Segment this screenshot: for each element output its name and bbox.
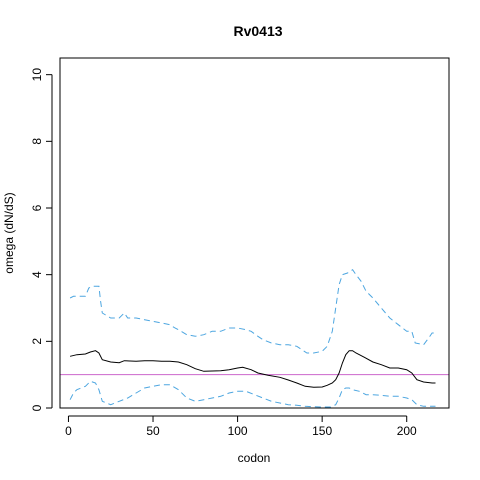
upper-series-line [69,269,436,354]
x-axis-label: codon [238,451,271,465]
plot-frame [59,57,450,409]
plot-area [60,269,449,408]
x-tick-label: 200 [397,424,417,438]
y-tick-label: 2 [30,338,44,345]
axes: 0 50 100 150 200 0 2 4 6 8 10 [30,68,417,438]
y-tick-label: 4 [30,271,44,278]
y-axis-label: omega (dN/dS) [2,192,16,273]
x-tick-label: 150 [312,424,332,438]
x-tick-label: 100 [228,424,248,438]
y-tick-label: 0 [30,404,44,411]
y-tick-label: 8 [30,138,44,145]
y-tick-label: 6 [30,204,44,211]
x-tick-label: 0 [65,424,72,438]
x-tick-label: 50 [146,424,160,438]
estimate-series-line [69,350,436,388]
lower-series-line [69,380,436,408]
chart-title: Rv0413 [233,23,282,39]
y-tick-label: 10 [30,68,44,82]
